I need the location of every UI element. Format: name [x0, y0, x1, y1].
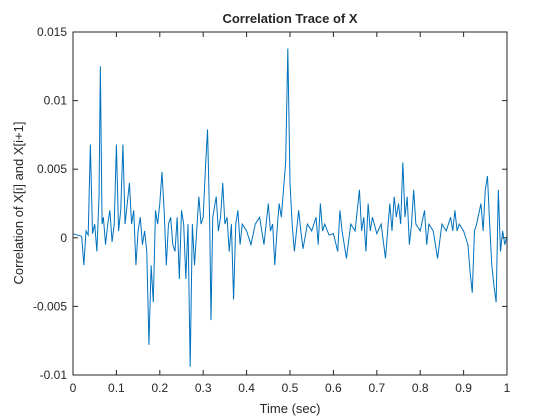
- y-axis-label: Correlation of X[i] and X[i+1]: [11, 122, 26, 285]
- axes-box: [72, 31, 508, 376]
- x-tick-label: 0.3: [195, 381, 212, 395]
- y-tick-label: -0.01: [40, 368, 68, 382]
- y-tick-label: 0.005: [37, 162, 67, 176]
- x-axis-label: Time (sec): [260, 401, 321, 416]
- y-tick-label: 0.01: [44, 94, 68, 108]
- y-tick-label: 0: [60, 231, 67, 245]
- x-tick-label: 0.4: [238, 381, 255, 395]
- x-tick-label: 0.2: [151, 381, 168, 395]
- x-tick-label: 0.6: [325, 381, 342, 395]
- x-tick-label: 0.1: [108, 381, 125, 395]
- y-tick-label: -0.005: [33, 299, 67, 313]
- y-tick-label: 0.015: [37, 25, 67, 39]
- chart-title: Correlation Trace of X: [222, 11, 357, 26]
- x-tick-label: 0.7: [368, 381, 385, 395]
- data-line: [72, 48, 508, 367]
- x-tick-label: 0: [70, 381, 77, 395]
- x-tick-label: 0.5: [282, 381, 299, 395]
- plot-area: [73, 32, 507, 375]
- x-tick-label: 1: [504, 381, 511, 395]
- x-tick-label: 0.9: [455, 381, 472, 395]
- x-tick-label: 0.8: [412, 381, 429, 395]
